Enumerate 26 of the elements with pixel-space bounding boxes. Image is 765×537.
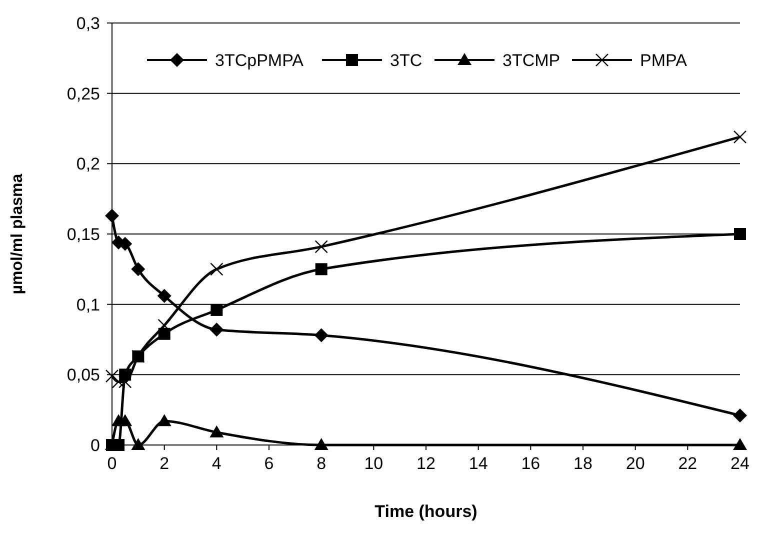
x-tick-label: 10 bbox=[364, 454, 384, 473]
x-tick-label: 4 bbox=[212, 454, 222, 473]
x-tick-label: 12 bbox=[416, 454, 436, 473]
y-axis-title: µmol/ml plasma bbox=[9, 174, 26, 294]
legend-label: 3TCpPMPA bbox=[215, 51, 304, 70]
x-tick-label: 8 bbox=[316, 454, 326, 473]
x-tick-label: 18 bbox=[574, 454, 592, 473]
x-tick-label: 24 bbox=[730, 454, 750, 473]
y-tick-label: 0,2 bbox=[76, 154, 100, 174]
x-tick-label: 22 bbox=[678, 454, 698, 473]
legend-label: PMPA bbox=[640, 51, 688, 70]
y-tick-label: 0 bbox=[90, 436, 100, 455]
y-tick-label: 0,1 bbox=[76, 295, 100, 314]
y-tick-label: 0,15 bbox=[66, 225, 100, 244]
x-tick-label: 20 bbox=[626, 454, 645, 473]
x-tick-label: 6 bbox=[264, 454, 274, 473]
x-tick-label: 16 bbox=[521, 454, 540, 473]
x-tick-label: 14 bbox=[468, 454, 488, 473]
y-tick-label: 0,3 bbox=[76, 14, 100, 33]
legend-label: 3TC bbox=[390, 51, 422, 70]
x-axis-title: Time (hours) bbox=[374, 502, 478, 521]
legend-label: 3TCMP bbox=[502, 51, 560, 70]
x-tick-label: 0 bbox=[107, 454, 117, 473]
y-tick-label: 0,05 bbox=[66, 366, 100, 385]
y-tick-label: 0,25 bbox=[66, 84, 100, 104]
x-tick-label: 2 bbox=[160, 454, 170, 473]
